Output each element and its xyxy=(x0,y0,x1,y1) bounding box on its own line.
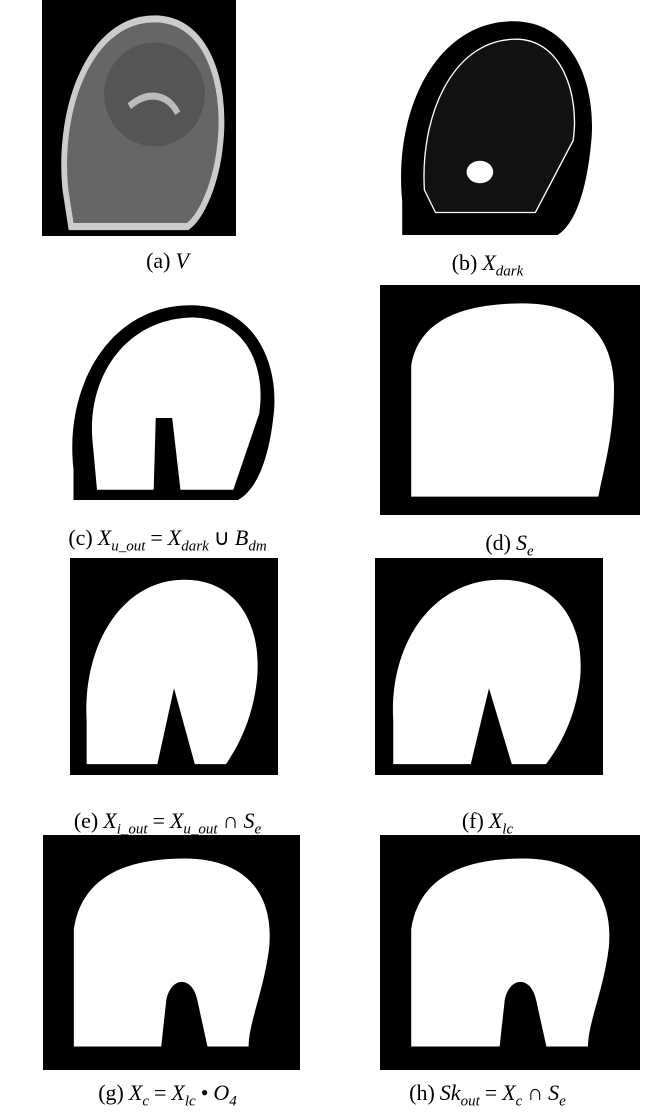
caption: (g)Xc=Xlc•O4 xyxy=(10,1080,330,1110)
caption-text: ∩ xyxy=(527,1080,543,1105)
caption-text: (b) xyxy=(452,250,478,275)
subscript: lc xyxy=(185,1093,196,1109)
caption: (a)V xyxy=(10,248,330,274)
math-symbol: Xdark xyxy=(482,250,523,275)
subscript: u_out xyxy=(183,821,217,837)
subscript: c xyxy=(516,1093,523,1109)
math-symbol: Xlc xyxy=(489,808,513,833)
caption-text: (d) xyxy=(485,530,511,555)
caption-text: • xyxy=(201,1080,209,1105)
caption-text: = xyxy=(485,1080,497,1105)
x-dark-image xyxy=(380,10,602,235)
caption: (h)Skout=Xc∩Se xyxy=(330,1080,646,1110)
subscript: c xyxy=(142,1093,149,1109)
x-u-out-image xyxy=(50,295,285,500)
subscript: e xyxy=(559,1093,566,1109)
caption-text: ∪ xyxy=(214,525,230,550)
subscript: dark xyxy=(181,538,209,554)
math-symbol: Se xyxy=(516,530,534,555)
math-symbol: Xc xyxy=(502,1080,522,1105)
subscript: dm xyxy=(248,538,266,554)
caption-text: (e) xyxy=(74,808,98,833)
caption-text: = xyxy=(150,525,162,550)
s-e-image xyxy=(380,285,640,515)
subscript: 4 xyxy=(229,1093,237,1109)
caption: (b)Xdark xyxy=(330,250,646,280)
mri-image xyxy=(42,0,236,236)
math-symbol: Se xyxy=(243,808,261,833)
x-i-out-image xyxy=(70,558,278,775)
x-c-image xyxy=(43,835,300,1070)
subscript: u_out xyxy=(111,538,145,554)
math-symbol: Xu_out xyxy=(98,525,146,550)
caption-text: = xyxy=(153,808,165,833)
subscript: out xyxy=(461,1093,480,1109)
caption-text: (h) xyxy=(409,1080,435,1105)
caption-text: (g) xyxy=(98,1080,124,1105)
caption: (e)Xi_out=Xu_out∩Se xyxy=(10,808,330,838)
subscript: i_out xyxy=(117,821,148,837)
math-symbol: Se xyxy=(548,1080,566,1105)
figure: (a)V(b)Xdark(c)Xu_out=Xdark∪Bdm(d)Se(e)X… xyxy=(0,0,646,1118)
math-symbol: Xdark xyxy=(168,525,209,550)
x-lc-image xyxy=(375,558,603,775)
caption-text: (f) xyxy=(462,808,484,833)
subscript: lc xyxy=(502,821,513,837)
sk-out-image xyxy=(380,835,640,1070)
math-symbol: Xlc xyxy=(171,1080,195,1105)
caption: (d)Se xyxy=(352,530,646,560)
caption: (f)Xlc xyxy=(330,808,646,838)
math-symbol: Skout xyxy=(440,1080,480,1105)
math-symbol: Xu_out xyxy=(170,808,218,833)
caption-text: (a) xyxy=(146,248,170,273)
subscript: dark xyxy=(496,263,524,279)
caption-text: ∩ xyxy=(223,808,239,833)
subscript: e xyxy=(527,543,534,559)
math-symbol: Bdm xyxy=(235,525,267,550)
caption: (c)Xu_out=Xdark∪Bdm xyxy=(10,525,330,555)
math-symbol: V xyxy=(175,248,188,273)
subscript: e xyxy=(254,821,261,837)
caption-text: (c) xyxy=(68,525,92,550)
caption-text: = xyxy=(154,1080,166,1105)
math-symbol: Xc xyxy=(129,1080,149,1105)
math-symbol: Xi_out xyxy=(103,808,147,833)
math-symbol: O4 xyxy=(213,1080,236,1105)
